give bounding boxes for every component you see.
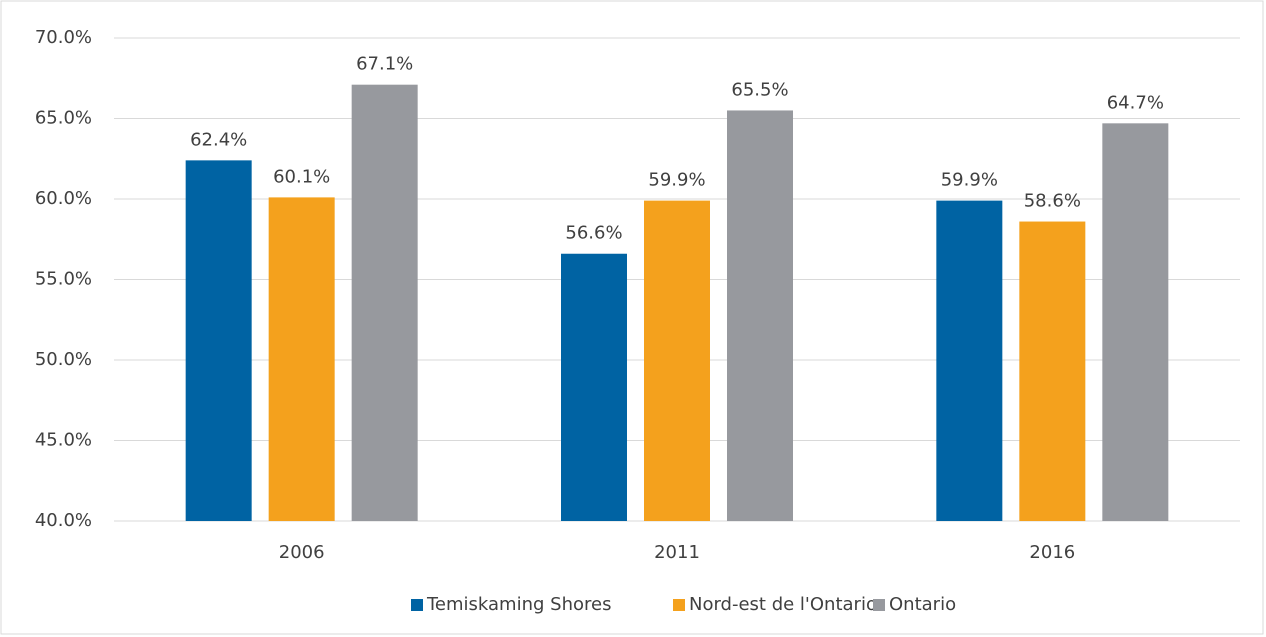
x-tick-label: 2011 [654,542,700,563]
y-tick-label: 60.0% [35,188,92,209]
data-label: 64.7% [1107,92,1164,113]
bar [268,197,335,521]
bar [727,110,793,521]
data-label: 67.1% [356,54,413,75]
bar [1019,221,1086,522]
y-tick-label: 40.0% [35,510,92,531]
legend-label: Temiskaming Shores [426,594,611,615]
x-tick-label: 2006 [279,542,325,563]
data-label: 62.4% [190,129,247,150]
legend-swatch [411,599,423,611]
bar [644,200,710,522]
y-tick-label: 50.0% [35,349,92,370]
x-tick-label: 2016 [1029,542,1075,563]
bar [185,160,252,522]
y-tick-label: 55.0% [35,269,92,290]
data-label: 58.6% [1024,191,1081,212]
data-label: 59.9% [648,170,705,191]
legend-label: Ontario [889,594,956,615]
y-tick-label: 65.0% [35,108,92,129]
legend-swatch [673,599,685,611]
bar [936,200,1003,522]
bar [351,84,418,521]
legend-label: Nord-est de l'Ontario [689,594,877,615]
bar [561,253,627,522]
y-tick-label: 70.0% [35,27,92,48]
data-label: 60.1% [273,166,330,187]
data-label: 65.5% [731,79,788,100]
bar [1102,123,1169,521]
y-tick-label: 45.0% [35,430,92,451]
legend-swatch [873,599,885,611]
data-label: 59.9% [941,170,998,191]
data-label: 56.6% [565,223,622,244]
